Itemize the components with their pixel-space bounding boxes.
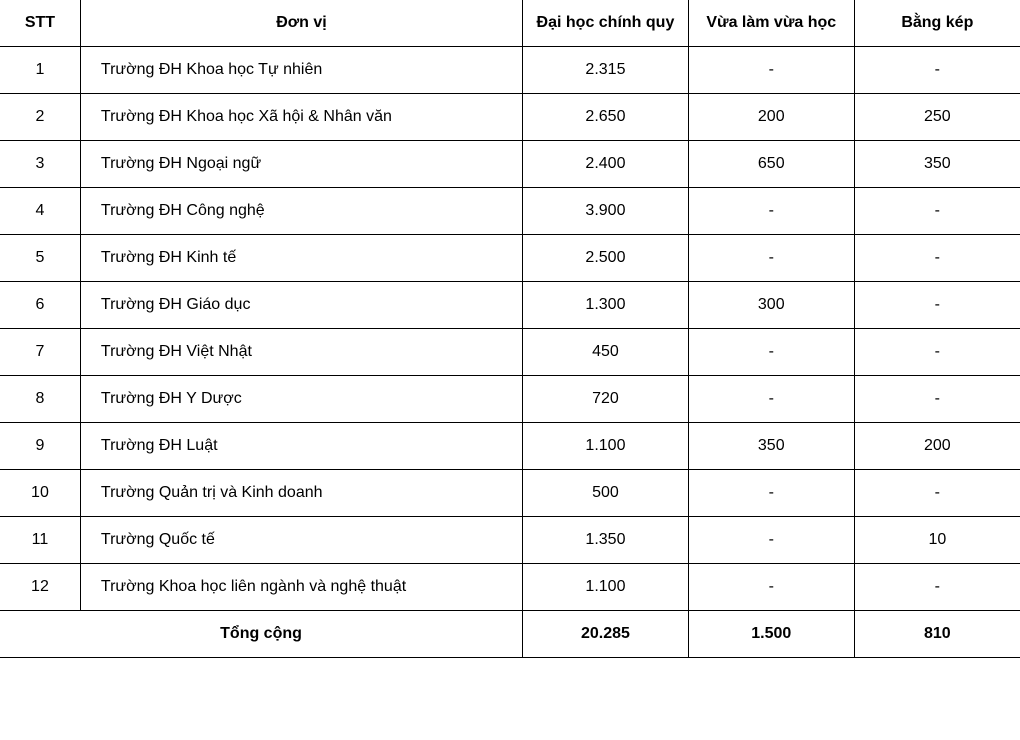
cell-stt: 10 — [0, 470, 80, 517]
cell-double-degree: - — [854, 188, 1020, 235]
cell-double-degree: - — [854, 564, 1020, 611]
total-label: Tổng cộng — [0, 611, 523, 658]
table-row: 9 Trường ĐH Luật 1.100 350 200 — [0, 423, 1020, 470]
cell-double-degree: 10 — [854, 517, 1020, 564]
cell-stt: 12 — [0, 564, 80, 611]
table-body: 1 Trường ĐH Khoa học Tự nhiên 2.315 - - … — [0, 47, 1020, 658]
header-unit: Đơn vị — [80, 0, 522, 47]
total-regular: 20.285 — [523, 611, 689, 658]
table-row: 1 Trường ĐH Khoa học Tự nhiên 2.315 - - — [0, 47, 1020, 94]
table-total-row: Tổng cộng 20.285 1.500 810 — [0, 611, 1020, 658]
cell-work-study: - — [688, 376, 854, 423]
header-stt: STT — [0, 0, 80, 47]
cell-work-study: - — [688, 564, 854, 611]
cell-unit: Trường ĐH Ngoại ngữ — [80, 141, 522, 188]
table-row: 4 Trường ĐH Công nghệ 3.900 - - — [0, 188, 1020, 235]
cell-work-study: - — [688, 188, 854, 235]
cell-stt: 4 — [0, 188, 80, 235]
cell-stt: 7 — [0, 329, 80, 376]
cell-work-study: - — [688, 47, 854, 94]
cell-unit: Trường ĐH Việt Nhật — [80, 329, 522, 376]
table-row: 12 Trường Khoa học liên ngành và nghệ th… — [0, 564, 1020, 611]
cell-stt: 6 — [0, 282, 80, 329]
table-row: 10 Trường Quản trị và Kinh doanh 500 - - — [0, 470, 1020, 517]
cell-double-degree: - — [854, 376, 1020, 423]
cell-unit: Trường ĐH Giáo dục — [80, 282, 522, 329]
cell-unit: Trường Khoa học liên ngành và nghệ thuật — [80, 564, 522, 611]
cell-regular: 450 — [523, 329, 689, 376]
cell-double-degree: - — [854, 47, 1020, 94]
table-row: 5 Trường ĐH Kinh tế 2.500 - - — [0, 235, 1020, 282]
table-row: 7 Trường ĐH Việt Nhật 450 - - — [0, 329, 1020, 376]
cell-double-degree: - — [854, 470, 1020, 517]
cell-regular: 2.650 — [523, 94, 689, 141]
cell-unit: Trường ĐH Khoa học Xã hội & Nhân văn — [80, 94, 522, 141]
cell-stt: 3 — [0, 141, 80, 188]
cell-work-study: 300 — [688, 282, 854, 329]
cell-unit: Trường Quản trị và Kinh doanh — [80, 470, 522, 517]
cell-stt: 1 — [0, 47, 80, 94]
admission-table: STT Đơn vị Đại học chính quy Vừa làm vừa… — [0, 0, 1020, 658]
header-work-study: Vừa làm vừa học — [688, 0, 854, 47]
cell-double-degree: - — [854, 235, 1020, 282]
cell-unit: Trường Quốc tế — [80, 517, 522, 564]
cell-unit: Trường ĐH Kinh tế — [80, 235, 522, 282]
cell-regular: 3.900 — [523, 188, 689, 235]
cell-regular: 500 — [523, 470, 689, 517]
cell-unit: Trường ĐH Khoa học Tự nhiên — [80, 47, 522, 94]
cell-stt: 11 — [0, 517, 80, 564]
cell-stt: 2 — [0, 94, 80, 141]
table-row: 8 Trường ĐH Y Dược 720 - - — [0, 376, 1020, 423]
cell-work-study: - — [688, 470, 854, 517]
cell-double-degree: 350 — [854, 141, 1020, 188]
cell-regular: 2.500 — [523, 235, 689, 282]
cell-work-study: 650 — [688, 141, 854, 188]
table-row: 2 Trường ĐH Khoa học Xã hội & Nhân văn 2… — [0, 94, 1020, 141]
cell-stt: 9 — [0, 423, 80, 470]
cell-work-study: - — [688, 329, 854, 376]
cell-regular: 2.400 — [523, 141, 689, 188]
cell-stt: 5 — [0, 235, 80, 282]
cell-regular: 1.300 — [523, 282, 689, 329]
cell-double-degree: 250 — [854, 94, 1020, 141]
cell-unit: Trường ĐH Luật — [80, 423, 522, 470]
header-double-degree: Bằng kép — [854, 0, 1020, 47]
cell-work-study: - — [688, 235, 854, 282]
total-work-study: 1.500 — [688, 611, 854, 658]
table-header-row: STT Đơn vị Đại học chính quy Vừa làm vừa… — [0, 0, 1020, 47]
cell-double-degree: - — [854, 282, 1020, 329]
cell-regular: 1.100 — [523, 564, 689, 611]
cell-work-study: - — [688, 517, 854, 564]
cell-regular: 1.100 — [523, 423, 689, 470]
cell-unit: Trường ĐH Công nghệ — [80, 188, 522, 235]
cell-regular: 1.350 — [523, 517, 689, 564]
header-regular: Đại học chính quy — [523, 0, 689, 47]
cell-regular: 720 — [523, 376, 689, 423]
cell-work-study: 350 — [688, 423, 854, 470]
table-row: 6 Trường ĐH Giáo dục 1.300 300 - — [0, 282, 1020, 329]
table-row: 11 Trường Quốc tế 1.350 - 10 — [0, 517, 1020, 564]
cell-work-study: 200 — [688, 94, 854, 141]
cell-stt: 8 — [0, 376, 80, 423]
cell-unit: Trường ĐH Y Dược — [80, 376, 522, 423]
total-double-degree: 810 — [854, 611, 1020, 658]
cell-double-degree: 200 — [854, 423, 1020, 470]
cell-regular: 2.315 — [523, 47, 689, 94]
table-row: 3 Trường ĐH Ngoại ngữ 2.400 650 350 — [0, 141, 1020, 188]
cell-double-degree: - — [854, 329, 1020, 376]
